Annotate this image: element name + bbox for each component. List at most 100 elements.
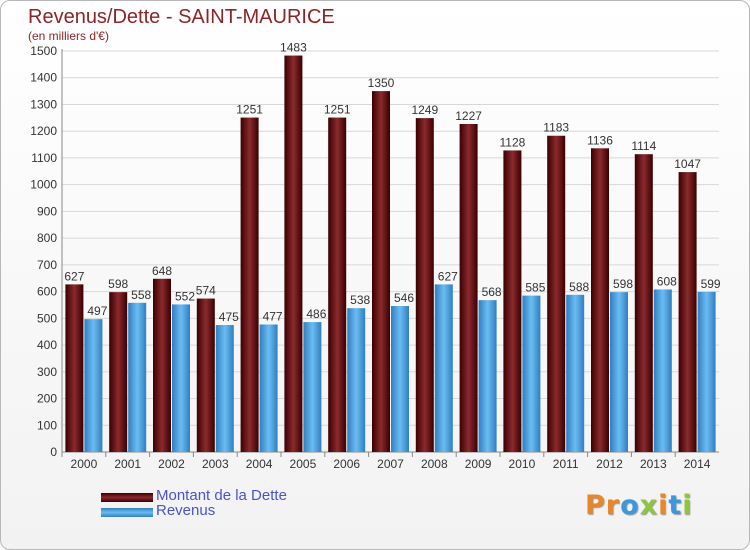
bar-revenus [566,294,585,452]
data-label-revenus: 568 [482,285,502,299]
data-label-dette: 1251 [236,103,263,117]
data-label-dette: 627 [64,269,84,283]
bar-revenus [303,322,322,452]
bar-dette [503,150,522,452]
x-tick-label: 2014 [684,457,711,471]
data-label-dette: 1249 [411,103,438,117]
y-tick-label: 300 [37,365,57,379]
data-label-revenus: 477 [263,309,283,323]
bar-revenus [610,292,628,452]
bar-dette [65,284,84,452]
y-tick-label: 200 [37,392,57,406]
y-tick-label: 1300 [30,97,57,111]
x-tick-label: 2012 [596,457,623,471]
data-label-revenus: 552 [175,289,195,303]
legend-label-dette: Montant de la Dette [156,487,287,504]
bar-revenus [522,295,541,452]
data-label-revenus: 599 [701,277,721,291]
x-tick-label: 2007 [377,457,404,471]
bar-dette [678,172,697,453]
y-tick-label: 600 [37,285,57,299]
bar-revenus [84,319,103,452]
data-label-dette: 1227 [455,109,482,123]
y-tick-label: 1500 [30,44,57,58]
data-label-dette: 574 [196,284,216,298]
bar-dette [109,292,128,452]
data-label-revenus: 497 [87,304,107,318]
y-tick-label: 800 [37,231,57,245]
data-label-revenus: 546 [394,291,414,305]
y-tick-label: 0 [50,445,57,459]
bar-dette [459,123,478,453]
y-tick-label: 700 [37,258,57,272]
data-label-dette: 1251 [324,103,351,117]
bar-revenus [347,308,366,452]
bar-dette [547,135,566,452]
bar-dette [415,118,434,452]
legend-swatch-dette [101,493,153,502]
y-tick-label: 1200 [30,124,57,138]
data-label-dette: 1128 [499,135,525,149]
y-tick-label: 1400 [30,71,57,85]
data-label-dette: 1136 [587,133,613,147]
x-tick-label: 2013 [640,457,667,471]
chart-title: Revenus/Dette - SAINT-MAURICE [28,6,335,28]
data-label-dette: 1047 [674,157,701,171]
data-label-revenus: 598 [613,277,633,291]
proxiti-logo: Proxiti [585,490,693,521]
data-label-revenus: 627 [438,269,458,283]
bar-dette [284,55,303,452]
y-tick-label: 400 [37,338,57,352]
data-label-revenus: 585 [525,281,545,295]
chart-subtitle: (en milliers d'€) [28,29,109,43]
y-tick-label: 500 [37,311,57,325]
x-tick-label: 2002 [158,457,185,471]
bar-revenus [653,289,672,452]
bar-revenus [215,325,234,452]
bar-revenus [128,302,147,452]
data-label-revenus: 486 [306,307,326,321]
y-tick-label: 1000 [30,178,57,192]
x-tick-label: 2010 [509,457,536,471]
bar-dette [196,298,215,452]
legend-swatch-revenus [101,508,153,517]
data-label-revenus: 475 [219,310,239,324]
data-label-dette: 1350 [368,76,395,90]
bar-revenus [259,324,278,452]
bar-revenus [391,306,409,452]
x-tick-label: 2004 [246,457,273,471]
bar-dette [328,117,347,452]
data-label-dette: 1183 [543,121,569,135]
bar-revenus [697,291,716,452]
x-tick-label: 2000 [71,457,98,471]
x-tick-label: 2001 [114,457,141,471]
y-tick-label: 100 [37,418,57,432]
bar-revenus [434,284,453,452]
x-tick-label: 2006 [333,457,360,471]
bar-revenus [478,300,497,452]
y-tick-label: 900 [37,204,57,218]
data-label-revenus: 558 [131,288,151,302]
data-label-revenus: 588 [569,280,589,294]
data-label-revenus: 538 [350,293,370,307]
y-tick-label: 1100 [31,151,57,165]
x-tick-label: 2005 [290,457,317,471]
x-tick-label: 2008 [421,457,448,471]
data-label-revenus: 608 [657,274,677,288]
bar-revenus [172,304,190,452]
data-label-dette: 598 [108,277,128,291]
data-label-dette: 1483 [280,41,307,55]
bar-dette [591,148,609,452]
x-tick-label: 2003 [202,457,229,471]
bar-dette [372,91,390,452]
data-label-dette: 1114 [631,139,656,153]
x-tick-label: 2009 [465,457,492,471]
bar-dette [153,278,171,452]
legend-label-revenus: Revenus [156,502,216,519]
bar-dette [240,117,259,452]
bar-dette [634,154,653,452]
x-tick-label: 2011 [553,457,579,471]
data-label-dette: 648 [152,264,172,278]
